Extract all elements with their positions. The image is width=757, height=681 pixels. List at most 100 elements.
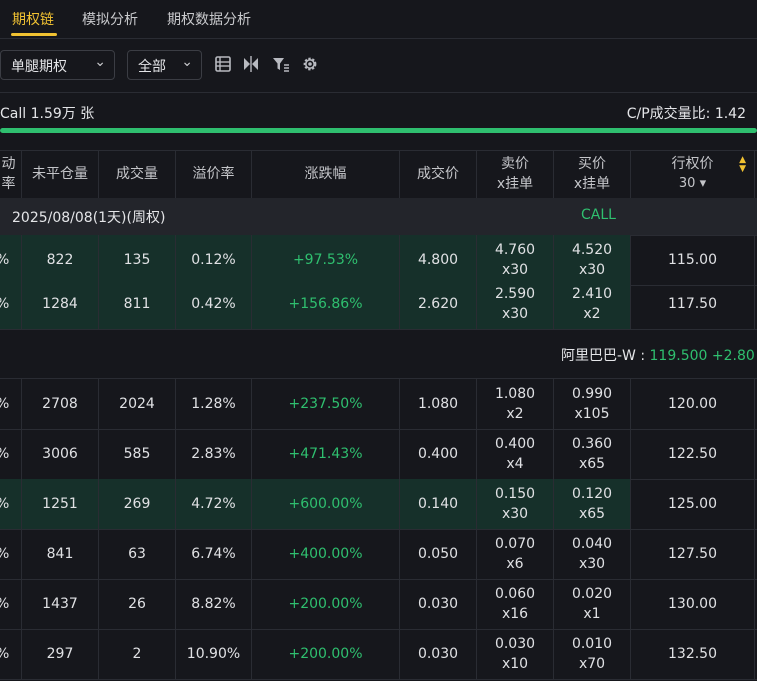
option-row[interactable]: % 1251 269 4.72% +600.00% 0.140 0.150 x30 0.120 x…: [0, 479, 757, 530]
cell-bid[interactable]: 0.120 x65: [554, 479, 631, 529]
cell-volume-value: 269: [123, 496, 151, 512]
cell-bid[interactable]: 0.010 x70: [554, 629, 631, 679]
header-change-pct[interactable]: 涨跌幅: [252, 150, 400, 198]
cell-ask-price: 0.060: [494, 586, 536, 602]
header-strike[interactable]: 行权价 30 ▾ ▲ ▼: [631, 150, 755, 198]
header-last-price[interactable]: 成交价: [400, 150, 477, 198]
cell-iv-value: %: [0, 644, 9, 664]
option-type-select[interactable]: 单腿期权 ⌄: [0, 50, 115, 80]
cell-last-price-value: 4.800: [417, 252, 459, 268]
cell-volume-value: 2: [132, 646, 142, 662]
cell-volume-value: 585: [123, 446, 151, 462]
settings-icon[interactable]: [301, 55, 319, 73]
cell-ask[interactable]: 1.080 x2: [477, 379, 554, 429]
cell-change-pct-value: +200.00%: [288, 646, 363, 662]
sort-icon[interactable]: ▲ ▼: [739, 155, 746, 174]
cell-bid-price: 0.990: [571, 386, 613, 402]
cell-bid[interactable]: 2.410 x2: [554, 279, 631, 329]
cell-change-pct: +156.86%: [252, 279, 400, 329]
underlying-price-change: 119.500 +2.80: [649, 348, 755, 364]
compare-icon[interactable]: [242, 55, 260, 73]
cell-last-price: 4.800: [400, 235, 477, 285]
option-row[interactable]: % 1284 811 0.42% +156.86% 2.620 2.590 x30 2.410 x…: [0, 279, 757, 330]
cell-open-interest-value: 2708: [42, 396, 78, 412]
header-open-interest[interactable]: 未平仓量: [22, 150, 99, 198]
cell-bid-price: 2.410: [571, 286, 613, 302]
cell-change-pct: +97.53%: [252, 235, 400, 285]
cell-ask[interactable]: 0.400 x4: [477, 429, 554, 479]
cell-ask[interactable]: 0.060 x16: [477, 579, 554, 629]
cell-ask-size: x6: [506, 556, 524, 572]
cell-iv-value: %: [0, 544, 9, 564]
cell-bid-price: 0.360: [571, 436, 613, 452]
cell-bid[interactable]: 0.990 x105: [554, 379, 631, 429]
option-row[interactable]: % 841 63 6.74% +400.00% 0.050 0.070 x6 0.040 x30 1…: [0, 529, 757, 580]
cell-bid-size: x65: [578, 456, 606, 472]
strike-count-select[interactable]: 30 ▾: [678, 176, 707, 191]
cell-iv-value: %: [0, 294, 9, 314]
tab-option-chain[interactable]: 期权链: [12, 12, 54, 28]
tab-simulation-analysis[interactable]: 模拟分析: [82, 12, 138, 28]
cell-strike-value: 125.00: [668, 496, 717, 512]
cell-premium-value: 6.74%: [191, 546, 236, 562]
cell-ask-size: x30: [501, 506, 529, 522]
cell-strike: 127.50: [631, 529, 755, 579]
cell-bid[interactable]: 4.520 x30: [554, 235, 631, 285]
header-iv[interactable]: 动率: [0, 150, 22, 198]
cell-iv: %: [0, 429, 22, 479]
cell-last-price: 0.050: [400, 529, 477, 579]
cell-ask[interactable]: 0.030 x10: [477, 629, 554, 679]
cell-bid[interactable]: 0.020 x1: [554, 579, 631, 629]
filter-icon[interactable]: [272, 55, 290, 73]
cp-ratio-bar: [0, 128, 757, 133]
cell-premium-value: 1.28%: [191, 396, 236, 412]
cell-open-interest: 822: [22, 235, 99, 285]
cell-ask[interactable]: 0.150 x30: [477, 479, 554, 529]
cell-open-interest-value: 822: [46, 252, 74, 268]
cell-volume: 2: [99, 629, 176, 679]
cell-bid[interactable]: 0.360 x65: [554, 429, 631, 479]
cell-ask-size: x16: [501, 606, 529, 622]
option-row[interactable]: % 1437 26 8.82% +200.00% 0.030 0.060 x16 0.020 x1…: [0, 579, 757, 630]
option-row[interactable]: % 822 135 0.12% +97.53% 4.800 4.760 x30 4.520 x30…: [0, 235, 757, 286]
cell-open-interest-value: 3006: [42, 446, 78, 462]
underlying-price-row: 阿里巴巴-W : 119.500 +2.80: [0, 329, 757, 379]
header-bid-label: 买价: [578, 156, 606, 172]
tab-option-data-analysis[interactable]: 期权数据分析: [167, 12, 251, 28]
header-ask[interactable]: 卖价 x挂单: [477, 150, 554, 198]
cell-premium-value: 2.83%: [191, 446, 236, 462]
option-row[interactable]: % 3006 585 2.83% +471.43% 0.400 0.400 x4 0.360 x6…: [0, 429, 757, 480]
expiry-group-row[interactable]: 2025/08/08(1天)(周权) CALL: [0, 198, 757, 236]
header-premium[interactable]: 溢价率: [176, 150, 252, 198]
cell-bid-size: x105: [574, 406, 610, 422]
cell-ask[interactable]: 4.760 x30: [477, 235, 554, 285]
cell-iv-value: %: [0, 494, 9, 514]
underlying-quote: 阿里巴巴-W : 119.500 +2.80: [561, 345, 755, 365]
cell-premium: 8.82%: [176, 579, 252, 629]
header-bid[interactable]: 买价 x挂单: [554, 150, 631, 198]
chevron-down-icon: ⌄: [94, 54, 106, 70]
cell-open-interest-value: 1251: [42, 496, 78, 512]
cell-ask-price: 0.400: [494, 436, 536, 452]
chevron-down-icon: ⌄: [181, 54, 193, 70]
header-volume[interactable]: 成交量: [99, 150, 176, 198]
option-row[interactable]: % 297 2 10.90% +200.00% 0.030 0.030 x10 0.010 x70…: [0, 629, 757, 680]
cell-volume-value: 135: [123, 252, 151, 268]
cell-volume-value: 811: [123, 296, 151, 312]
cell-open-interest-value: 1437: [42, 596, 78, 612]
header-strike-label: 行权价: [671, 156, 714, 172]
filter-select[interactable]: 全部 ⌄: [127, 50, 202, 80]
option-row[interactable]: % 2708 2024 1.28% +237.50% 1.080 1.080 x2 0.990 x…: [0, 379, 757, 430]
cell-ask[interactable]: 0.070 x6: [477, 529, 554, 579]
underlying-name: 阿里巴巴-W :: [561, 348, 650, 364]
cell-premium: 0.12%: [176, 235, 252, 285]
list-icon[interactable]: [214, 55, 232, 73]
cell-strike-value: 132.50: [668, 646, 717, 662]
cell-ask[interactable]: 2.590 x30: [477, 279, 554, 329]
cell-open-interest-value: 297: [46, 646, 74, 662]
cell-bid[interactable]: 0.040 x30: [554, 529, 631, 579]
cell-iv-value: %: [0, 250, 9, 270]
option-type-value: 单腿期权: [11, 59, 67, 75]
cell-bid-size: x65: [578, 506, 606, 522]
cell-strike: 125.00: [631, 479, 755, 529]
